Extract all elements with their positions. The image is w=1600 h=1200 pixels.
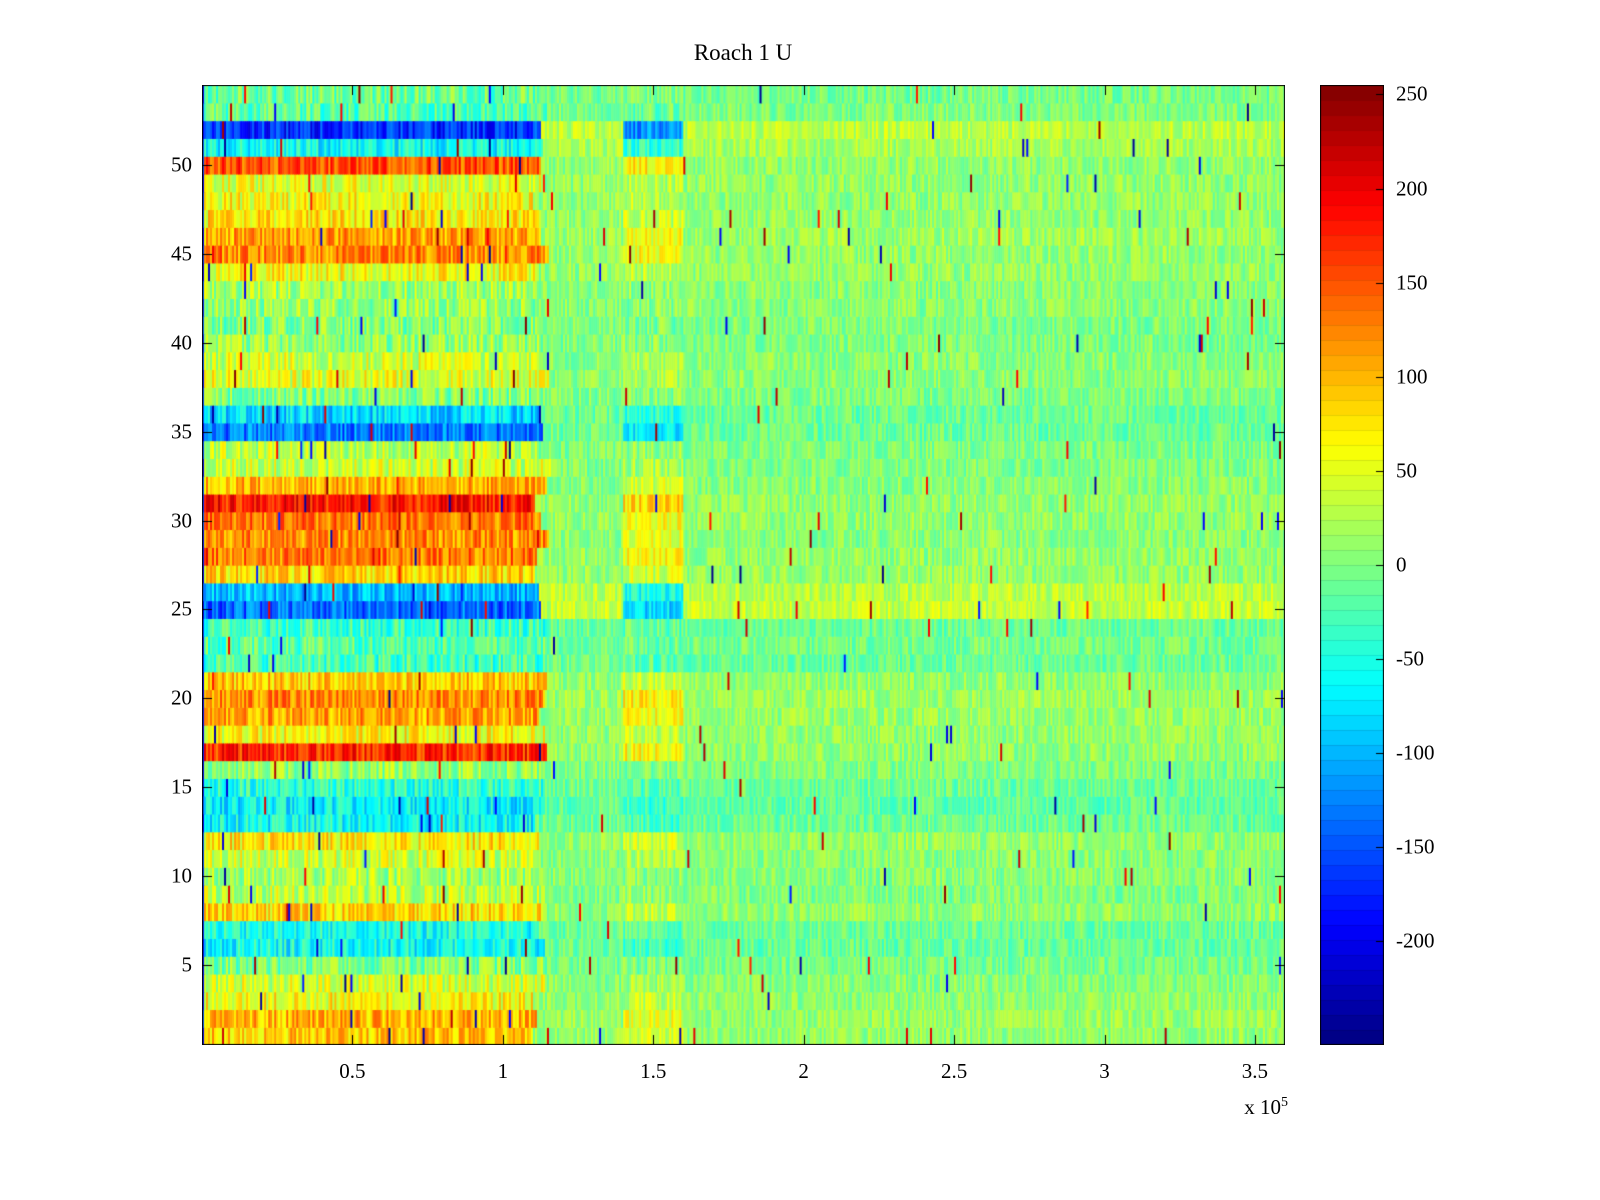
- colorbar-tick-label: 150: [1396, 270, 1428, 295]
- colorbar-tick-label: 200: [1396, 176, 1428, 201]
- x-tick-label: 2: [798, 1059, 809, 1083]
- colorbar-tick-label: -200: [1396, 928, 1435, 953]
- colorbar-tick-label: 100: [1396, 364, 1428, 389]
- y-tick-label: 50: [171, 152, 192, 177]
- x-tick-label: 3.5: [1241, 1059, 1269, 1083]
- x-tick-label: 3: [1099, 1059, 1110, 1083]
- colorbar-tick-label: -150: [1396, 834, 1435, 859]
- x-axis-exponent-prefix: x 10: [1244, 1095, 1281, 1119]
- y-tick-label: 25: [171, 596, 192, 621]
- y-tick-label: 30: [171, 508, 192, 533]
- y-tick-label: 45: [171, 241, 192, 266]
- x-tick-label: 1: [497, 1059, 509, 1083]
- colorbar-tick-label: 50: [1396, 458, 1417, 483]
- plot-title: Roach 1 U: [693, 40, 793, 65]
- colorbar-tick-label: -50: [1396, 646, 1424, 671]
- y-tick-label: 20: [171, 685, 192, 710]
- y-tick-label: 40: [171, 330, 192, 355]
- heatmap-canvas: [202, 85, 1285, 1045]
- x-tick-label: 2.5: [940, 1059, 968, 1083]
- colorbar-tick-label: 250: [1396, 81, 1428, 106]
- y-tick-label: 5: [181, 952, 193, 977]
- colorbar-tick-label: 0: [1396, 552, 1407, 577]
- x-tick-label: 0.5: [339, 1059, 366, 1083]
- x-axis-exponent-value: 5: [1281, 1095, 1288, 1110]
- x-tick-label: 1.5: [640, 1059, 667, 1083]
- y-tick-label: 35: [171, 419, 192, 444]
- x-axis-exponent: x 105: [1244, 1095, 1288, 1120]
- colorbar-tick-label: -100: [1396, 740, 1435, 765]
- y-tick-label: 15: [171, 774, 192, 799]
- colorbar: [1320, 85, 1384, 1045]
- y-tick-label: 10: [171, 863, 192, 888]
